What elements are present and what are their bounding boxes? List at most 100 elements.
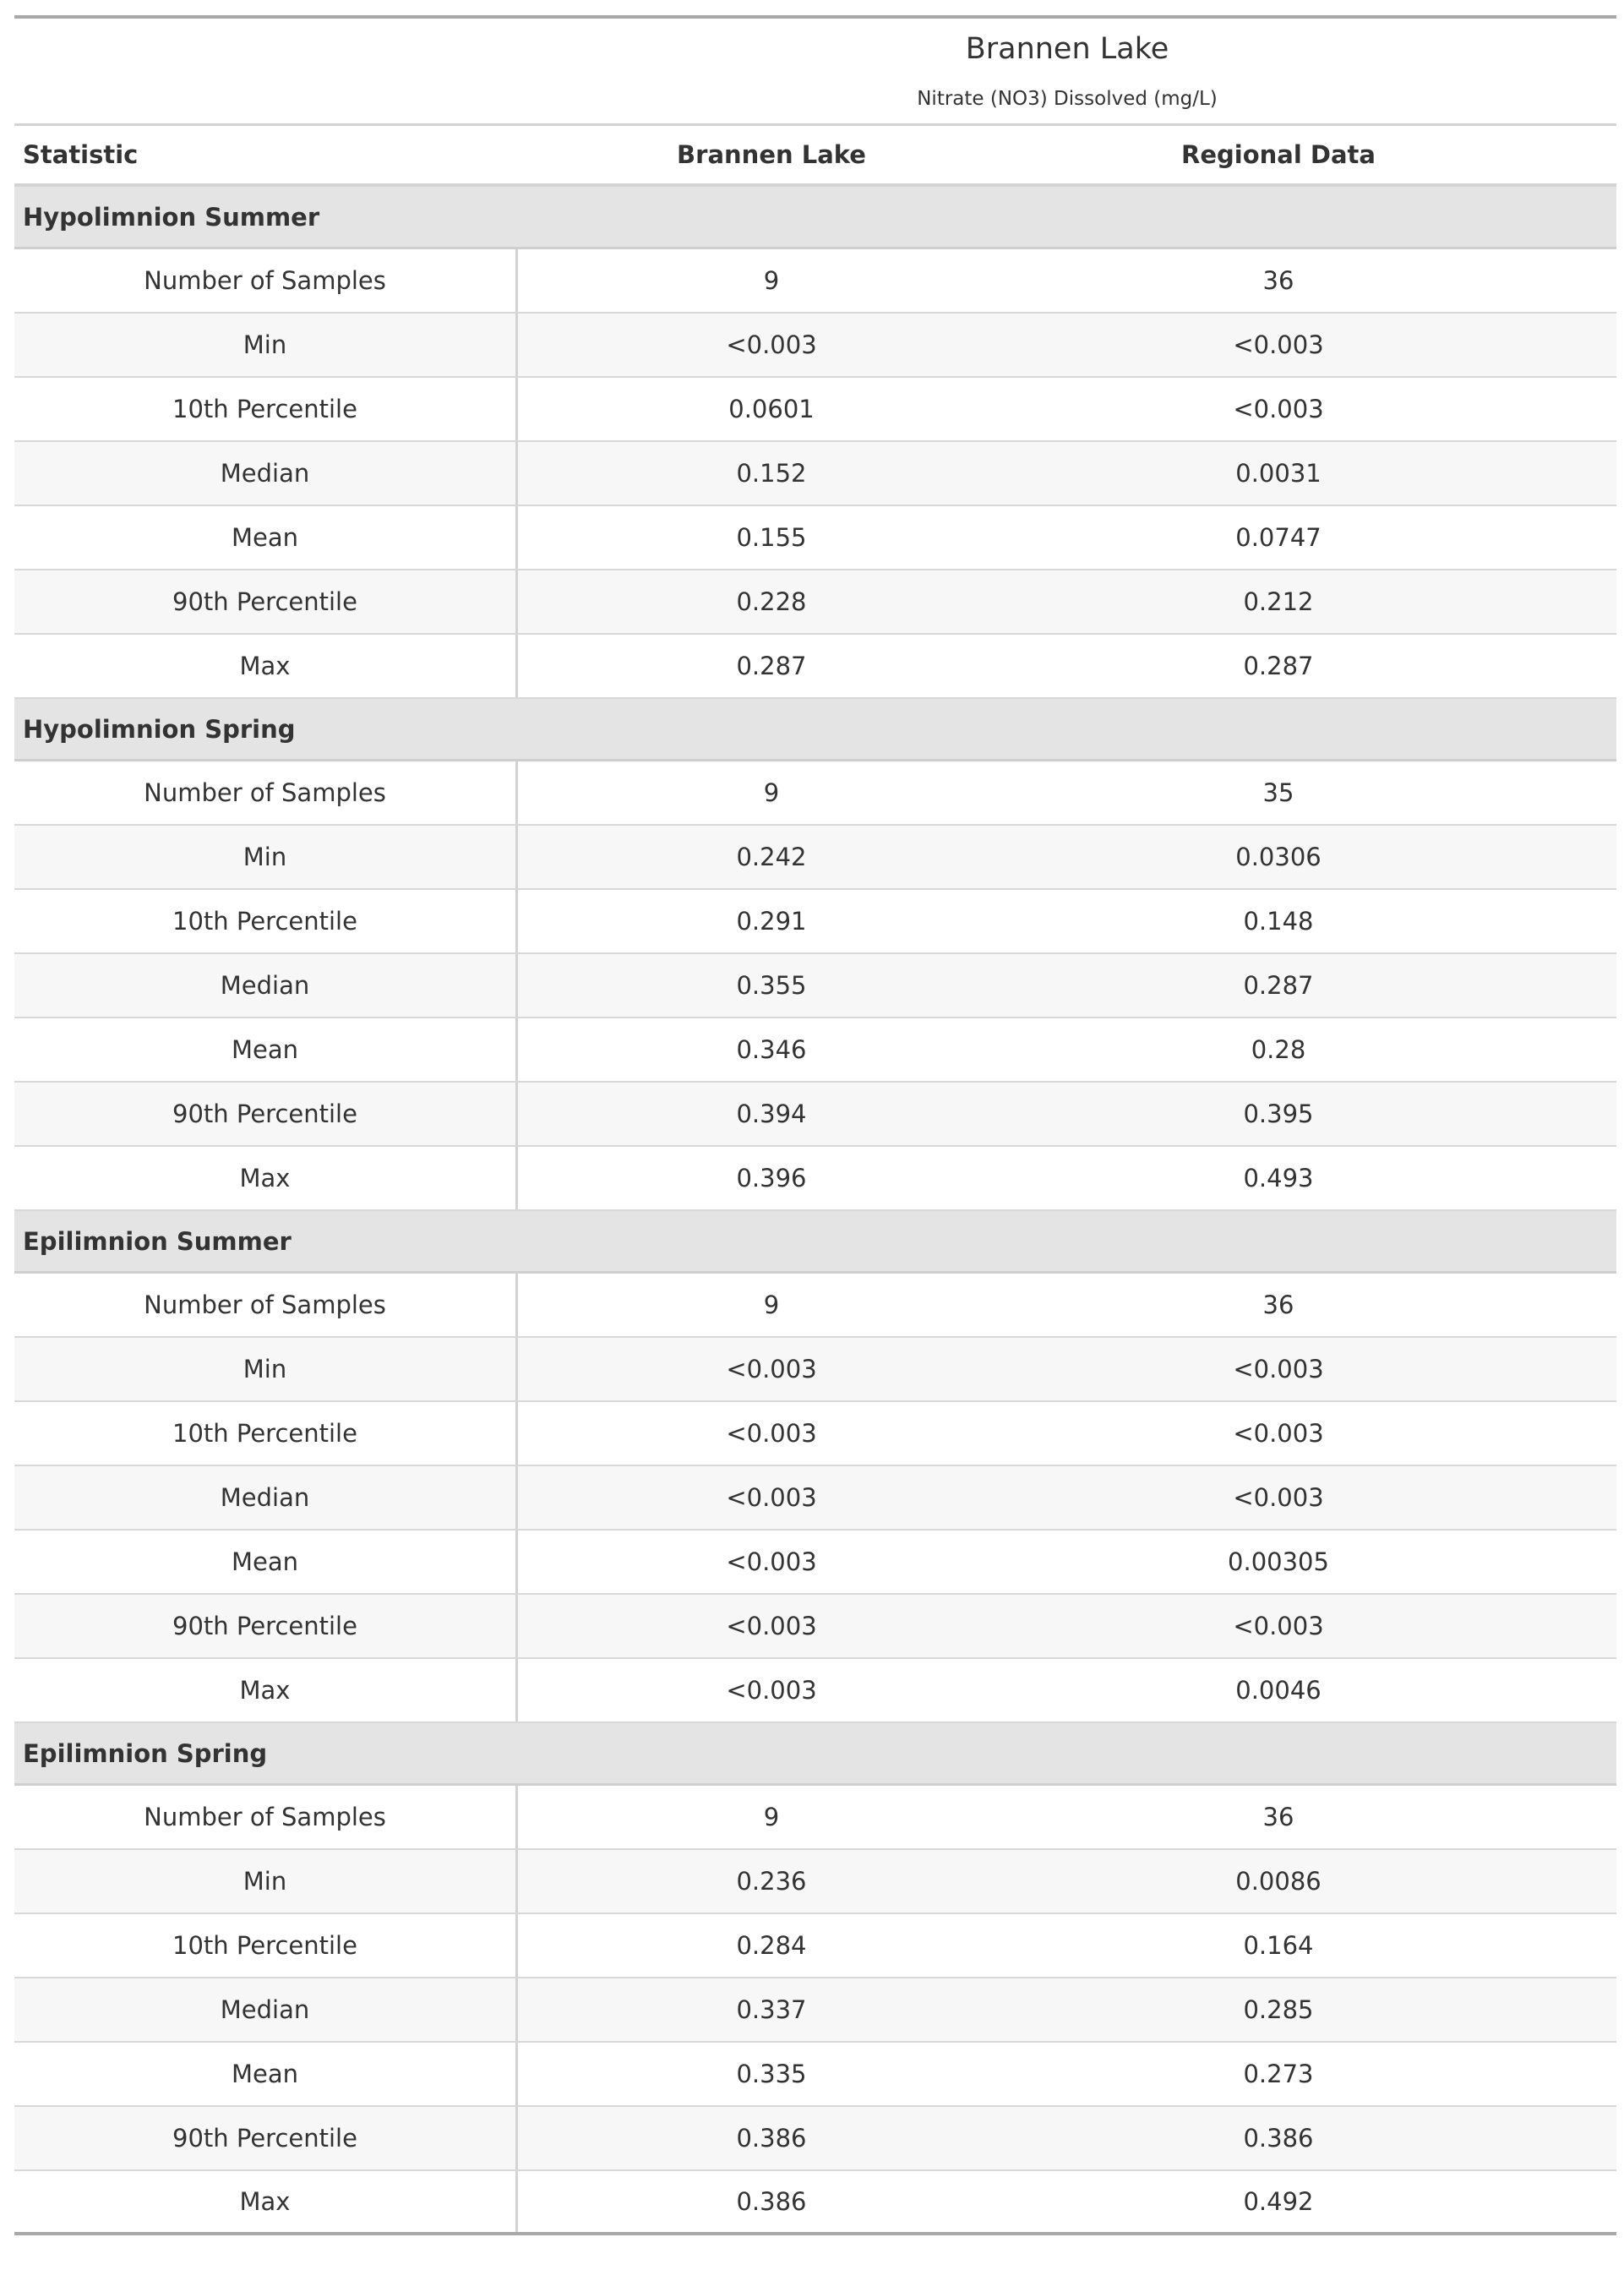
table-subtitle: Nitrate (NO3) Dissolved (mg/L) bbox=[917, 88, 1218, 110]
cell-statistic: Mean bbox=[14, 1531, 518, 1593]
table-row: 10th Percentile 0.291 0.148 bbox=[14, 890, 1616, 954]
table-row: 90th Percentile 0.394 0.395 bbox=[14, 1083, 1616, 1147]
cell-statistic: Mean bbox=[14, 2043, 518, 2105]
cell-brannen-lake: <0.003 bbox=[726, 1419, 817, 1448]
table-row: Median 0.355 0.287 bbox=[14, 954, 1616, 1018]
header-brannen-lake: Brannen Lake bbox=[677, 140, 866, 169]
cell-statistic: 10th Percentile bbox=[14, 1914, 518, 1977]
table-row: Mean <0.003 0.00305 bbox=[14, 1531, 1616, 1595]
cell-brannen-lake: 9 bbox=[763, 266, 780, 295]
table-row: Mean 0.335 0.273 bbox=[14, 2043, 1616, 2107]
column-header-row: Statistic Brannen Lake Regional Data bbox=[14, 126, 1616, 187]
cell-regional-data: 0.0046 bbox=[1235, 1676, 1322, 1705]
table-row: Mean 0.346 0.28 bbox=[14, 1018, 1616, 1083]
cell-regional-data: 0.287 bbox=[1243, 652, 1314, 680]
cell-regional-data: 36 bbox=[1262, 1803, 1294, 1831]
cell-brannen-lake: 0.346 bbox=[736, 1035, 807, 1064]
row-group: Epilimnion Spring Number of Samples 9 36 Min… bbox=[14, 1723, 1616, 2235]
cell-brannen-lake: 0.386 bbox=[736, 2124, 807, 2153]
statistics-table: Brannen Lake Nitrate (NO3) Dissolved (mg… bbox=[14, 15, 1616, 2235]
cell-regional-data: 0.386 bbox=[1243, 2124, 1314, 2153]
header-regional-data: Regional Data bbox=[1181, 140, 1376, 169]
cell-statistic: 90th Percentile bbox=[14, 1595, 518, 1657]
cell-statistic: Number of Samples bbox=[14, 1786, 518, 1848]
cell-statistic: 10th Percentile bbox=[14, 378, 518, 440]
table-row: Max 0.287 0.287 bbox=[14, 635, 1616, 699]
cell-regional-data: <0.003 bbox=[1233, 1483, 1324, 1512]
cell-regional-data: 0.492 bbox=[1243, 2187, 1314, 2216]
cell-statistic: Median bbox=[14, 1466, 518, 1529]
cell-regional-data: <0.003 bbox=[1233, 395, 1324, 423]
cell-statistic: Max bbox=[14, 2171, 518, 2232]
cell-brannen-lake: 0.155 bbox=[736, 523, 807, 552]
table-row: Median <0.003 <0.003 bbox=[14, 1466, 1616, 1531]
cell-regional-data: <0.003 bbox=[1233, 1612, 1324, 1640]
cell-brannen-lake: 0.0601 bbox=[728, 395, 815, 423]
cell-statistic: Max bbox=[14, 1147, 518, 1209]
group-header-row: Hypolimnion Summer bbox=[14, 187, 1616, 249]
cell-brannen-lake: <0.003 bbox=[726, 1547, 817, 1576]
cell-regional-data: 0.164 bbox=[1243, 1931, 1314, 1960]
table-row: Min 0.236 0.0086 bbox=[14, 1850, 1616, 1914]
cell-brannen-lake: <0.003 bbox=[726, 1355, 817, 1383]
cell-statistic: Mean bbox=[14, 1018, 518, 1081]
cell-regional-data: 0.0086 bbox=[1235, 1867, 1322, 1896]
table-row: Number of Samples 9 36 bbox=[14, 1786, 1616, 1850]
table-row: Min 0.242 0.0306 bbox=[14, 826, 1616, 890]
cell-regional-data: 35 bbox=[1262, 778, 1294, 807]
cell-brannen-lake: 0.386 bbox=[736, 2187, 807, 2216]
cell-regional-data: 36 bbox=[1262, 266, 1294, 295]
table-row: Max <0.003 0.0046 bbox=[14, 1659, 1616, 1723]
cell-brannen-lake: 0.287 bbox=[736, 652, 807, 680]
cell-statistic: 90th Percentile bbox=[14, 570, 518, 633]
row-group: Epilimnion Summer Number of Samples 9 36 Min… bbox=[14, 1211, 1616, 1723]
cell-regional-data: 0.0306 bbox=[1235, 843, 1322, 871]
cell-brannen-lake: 0.284 bbox=[736, 1931, 807, 1960]
table-row: 90th Percentile <0.003 <0.003 bbox=[14, 1595, 1616, 1659]
cell-regional-data: <0.003 bbox=[1233, 1355, 1324, 1383]
table-body: Hypolimnion Summer Number of Samples 9 36 Mi… bbox=[14, 187, 1616, 2235]
row-group: Hypolimnion Spring Number of Samples 9 35 Mi… bbox=[14, 699, 1616, 1211]
cell-statistic: 90th Percentile bbox=[14, 2107, 518, 2169]
cell-brannen-lake: 0.355 bbox=[736, 971, 807, 1000]
cell-regional-data: 0.273 bbox=[1243, 2060, 1314, 2088]
cell-statistic: Min bbox=[14, 1338, 518, 1400]
cell-regional-data: <0.003 bbox=[1233, 330, 1324, 359]
cell-statistic: Median bbox=[14, 442, 518, 505]
group-header-row: Epilimnion Spring bbox=[14, 1723, 1616, 1786]
cell-statistic: 10th Percentile bbox=[14, 1402, 518, 1465]
cell-regional-data: 0.00305 bbox=[1228, 1547, 1329, 1576]
cell-brannen-lake: <0.003 bbox=[726, 330, 817, 359]
cell-regional-data: 36 bbox=[1262, 1291, 1294, 1319]
cell-brannen-lake: <0.003 bbox=[726, 1676, 817, 1705]
table-row: Median 0.337 0.285 bbox=[14, 1978, 1616, 2043]
group-header-row: Epilimnion Summer bbox=[14, 1211, 1616, 1274]
table-row: Number of Samples 9 36 bbox=[14, 1274, 1616, 1338]
row-group: Hypolimnion Summer Number of Samples 9 36 Mi… bbox=[14, 187, 1616, 699]
table-title-block: Brannen Lake Nitrate (NO3) Dissolved (mg… bbox=[14, 19, 1616, 126]
cell-brannen-lake: 0.337 bbox=[736, 1995, 807, 2024]
table-row: 10th Percentile 0.0601 <0.003 bbox=[14, 378, 1616, 442]
cell-brannen-lake: 0.335 bbox=[736, 2060, 807, 2088]
cell-brannen-lake: 9 bbox=[763, 778, 780, 807]
cell-statistic: Number of Samples bbox=[14, 1274, 518, 1336]
cell-regional-data: 0.212 bbox=[1243, 587, 1314, 616]
header-statistic: Statistic bbox=[23, 140, 139, 169]
table-title: Brannen Lake bbox=[965, 32, 1169, 66]
cell-statistic: Mean bbox=[14, 506, 518, 569]
cell-statistic: Number of Samples bbox=[14, 761, 518, 824]
cell-regional-data: 0.0747 bbox=[1235, 523, 1322, 552]
cell-brannen-lake: 9 bbox=[763, 1803, 780, 1831]
cell-statistic: Max bbox=[14, 635, 518, 697]
cell-brannen-lake: <0.003 bbox=[726, 1612, 817, 1640]
cell-statistic: 10th Percentile bbox=[14, 890, 518, 952]
table-row: Mean 0.155 0.0747 bbox=[14, 506, 1616, 570]
cell-regional-data: 0.493 bbox=[1243, 1164, 1314, 1192]
table-row: Median 0.152 0.0031 bbox=[14, 442, 1616, 506]
table-row: Number of Samples 9 35 bbox=[14, 761, 1616, 826]
cell-brannen-lake: 0.396 bbox=[736, 1164, 807, 1192]
cell-regional-data: <0.003 bbox=[1233, 1419, 1324, 1448]
cell-brannen-lake: 0.242 bbox=[736, 843, 807, 871]
table-row: Max 0.386 0.492 bbox=[14, 2171, 1616, 2235]
cell-statistic: Min bbox=[14, 314, 518, 376]
